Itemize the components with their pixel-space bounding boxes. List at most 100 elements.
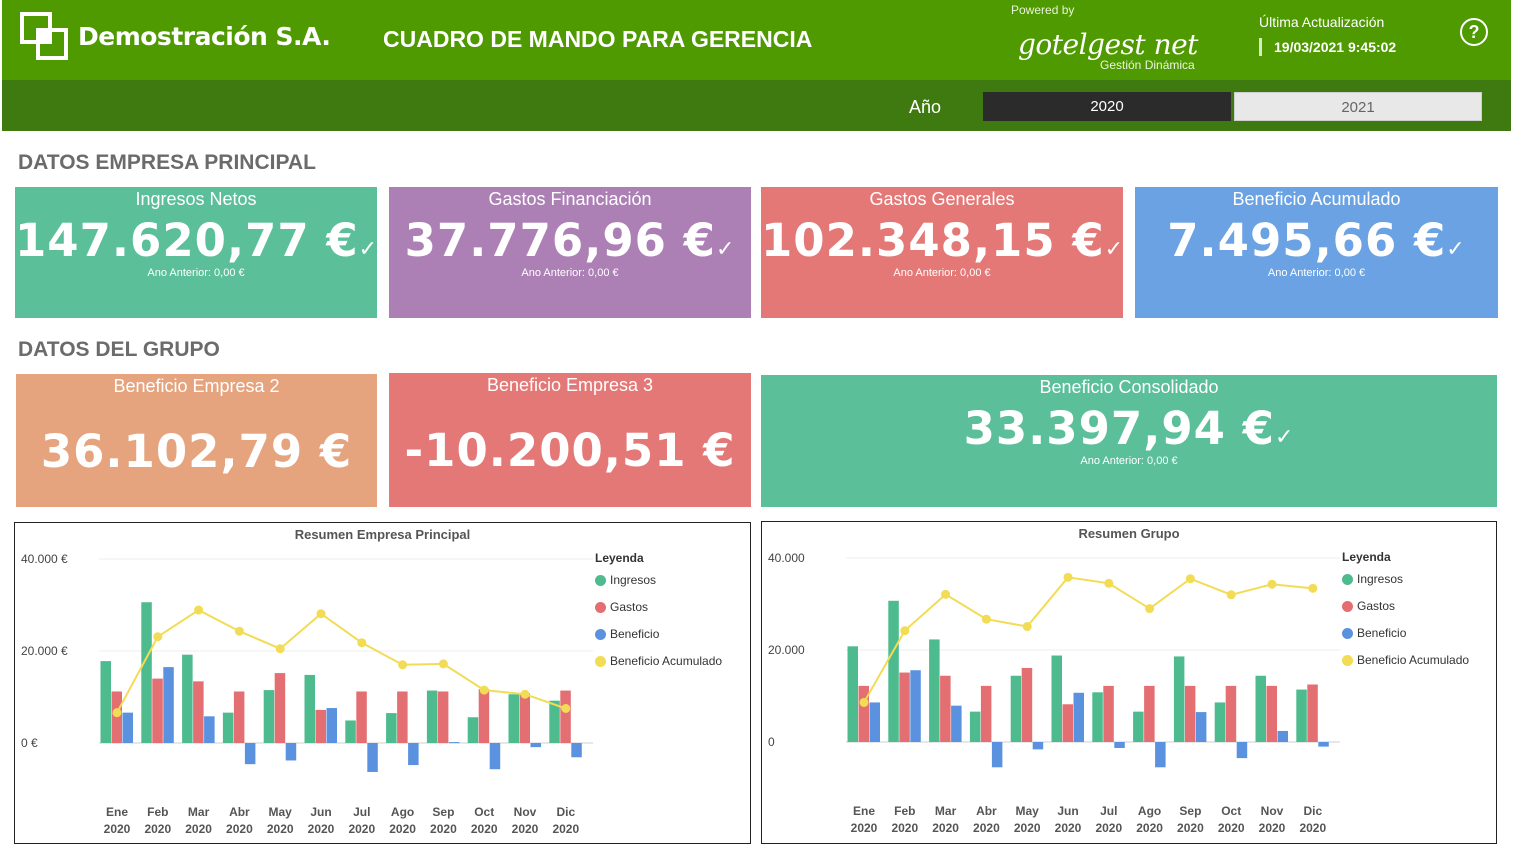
bar-beneficio[interactable] (204, 716, 215, 743)
bar-beneficio[interactable] (1236, 742, 1248, 759)
bar-beneficio[interactable] (408, 743, 419, 766)
bar-ingresos[interactable] (1296, 689, 1307, 742)
bar-ingresos[interactable] (1092, 692, 1103, 742)
bar-ingresos[interactable] (222, 712, 234, 743)
bar-gastos[interactable] (1307, 684, 1318, 743)
legend-item-beneficio[interactable]: Beneficio (595, 627, 722, 654)
bar-gastos[interactable] (437, 691, 449, 743)
bar-beneficio[interactable] (244, 743, 256, 765)
line-point[interactable] (398, 660, 408, 670)
bar-beneficio[interactable] (163, 667, 174, 743)
bar-gastos[interactable] (1225, 685, 1237, 742)
legend-item-gastos[interactable]: Gastos (1342, 599, 1469, 626)
line-point[interactable] (1063, 572, 1073, 582)
bar-beneficio[interactable] (1155, 742, 1166, 768)
bar-gastos[interactable] (1144, 685, 1155, 742)
bar-beneficio[interactable] (571, 743, 582, 758)
bar-beneficio[interactable] (1073, 692, 1085, 742)
bar-gastos[interactable] (315, 709, 327, 743)
line-point[interactable] (194, 605, 204, 615)
bar-ingresos[interactable] (508, 694, 520, 743)
bar-gastos[interactable] (1062, 704, 1074, 742)
bar-beneficio[interactable] (122, 712, 134, 743)
bar-gastos[interactable] (899, 672, 910, 742)
line-point[interactable] (1185, 574, 1195, 584)
legend-item-ingresos[interactable]: Ingresos (1342, 572, 1469, 599)
bar-ingresos[interactable] (386, 713, 397, 743)
line-point[interactable] (438, 659, 448, 669)
bar-gastos[interactable] (193, 681, 204, 743)
bar-ingresos[interactable] (929, 639, 940, 742)
bar-ingresos[interactable] (1255, 675, 1267, 742)
line-point[interactable] (153, 632, 163, 642)
chart-panel-grupo[interactable]: Resumen Grupo 40.000 20.000 0 Ene 2020 Feb 202… (761, 521, 1497, 844)
bar-gastos[interactable] (111, 691, 123, 743)
bar-gastos[interactable] (1266, 685, 1278, 742)
bar-ingresos[interactable] (1173, 656, 1185, 742)
bar-gastos[interactable] (858, 685, 870, 742)
bar-ingresos[interactable] (345, 720, 356, 743)
line-point[interactable] (234, 626, 244, 636)
bar-gastos[interactable] (233, 691, 245, 743)
bar-ingresos[interactable] (467, 717, 479, 743)
bar-ingresos[interactable] (182, 654, 193, 743)
bar-ingresos[interactable] (304, 674, 316, 743)
line-point[interactable] (1226, 590, 1236, 600)
year-option-2021[interactable]: 2021 (1234, 92, 1482, 121)
bar-ingresos[interactable] (847, 646, 859, 742)
line-point[interactable] (1145, 604, 1155, 614)
bar-ingresos[interactable] (426, 690, 438, 743)
bar-ingresos[interactable] (141, 602, 152, 743)
line-point[interactable] (1104, 578, 1114, 588)
line-point[interactable] (1267, 579, 1277, 589)
bar-ingresos[interactable] (549, 700, 560, 743)
line-point[interactable] (1022, 622, 1032, 632)
legend-item-ingresos[interactable]: Ingresos (595, 573, 722, 600)
bar-gastos[interactable] (980, 685, 992, 742)
bar-ingresos[interactable] (969, 711, 981, 742)
year-option-2020[interactable]: 2020 (983, 92, 1231, 121)
line-point[interactable] (275, 644, 285, 654)
bar-beneficio[interactable] (910, 670, 921, 742)
bar-beneficio[interactable] (1318, 742, 1329, 747)
bar-gastos[interactable] (274, 673, 286, 743)
bar-beneficio[interactable] (869, 702, 881, 742)
bar-beneficio[interactable] (1032, 742, 1044, 750)
bar-ingresos[interactable] (1010, 675, 1022, 742)
line-point[interactable] (112, 708, 122, 718)
bar-gastos[interactable] (560, 690, 571, 743)
bar-ingresos[interactable] (1214, 702, 1226, 742)
line-point[interactable] (941, 589, 951, 599)
bar-gastos[interactable] (397, 691, 408, 743)
legend-item-beneficio-acumulado[interactable]: Beneficio Acumulado (595, 654, 722, 681)
legend-item-beneficio-acumulado[interactable]: Beneficio Acumulado (1342, 653, 1469, 680)
bar-ingresos[interactable] (1051, 655, 1063, 742)
bar-ingresos[interactable] (263, 690, 275, 743)
line-point[interactable] (1308, 583, 1318, 593)
line-point[interactable] (520, 689, 530, 699)
bar-beneficio[interactable] (1195, 712, 1207, 742)
bar-gastos[interactable] (356, 691, 367, 743)
bar-gastos[interactable] (152, 678, 163, 743)
bar-beneficio[interactable] (448, 742, 460, 744)
bar-beneficio[interactable] (1277, 730, 1289, 742)
bar-gastos[interactable] (478, 689, 490, 743)
bar-beneficio[interactable] (951, 705, 962, 742)
bar-gastos[interactable] (940, 675, 951, 742)
legend-item-beneficio[interactable]: Beneficio (1342, 626, 1469, 653)
bar-beneficio[interactable] (991, 742, 1003, 768)
bar-ingresos[interactable] (888, 600, 899, 742)
bar-beneficio[interactable] (326, 708, 338, 743)
bar-gastos[interactable] (1021, 667, 1033, 742)
bar-gastos[interactable] (1103, 685, 1114, 742)
line-point[interactable] (357, 638, 367, 648)
bar-beneficio[interactable] (285, 743, 297, 761)
bar-beneficio[interactable] (1114, 742, 1125, 748)
bar-gastos[interactable] (519, 693, 531, 743)
help-icon[interactable]: ? (1460, 18, 1488, 46)
line-point[interactable] (900, 626, 910, 636)
line-point[interactable] (981, 614, 991, 624)
line-point[interactable] (859, 697, 869, 707)
legend-item-gastos[interactable]: Gastos (595, 600, 722, 627)
bar-beneficio[interactable] (530, 743, 542, 748)
